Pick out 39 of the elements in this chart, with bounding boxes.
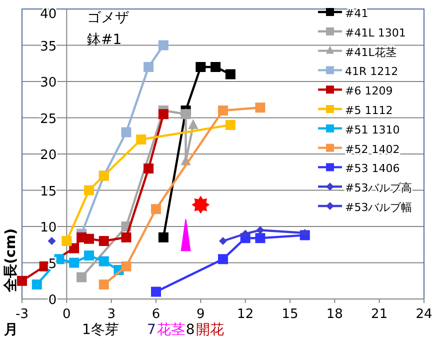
y-tick-label: 20 (40, 148, 57, 163)
x-tick-label: 24 (416, 307, 432, 322)
x-tick-label: 15 (282, 307, 298, 322)
legend-label: #41 (345, 7, 368, 20)
y-tick-label: 0 (48, 293, 57, 308)
text: 7 (147, 322, 156, 338)
x-tick-label: 12 (237, 307, 254, 322)
y-axis-title: 全長(cm) (3, 228, 19, 293)
y-tick-label: 25 (40, 112, 57, 127)
legend-label: #53バルブ高 (345, 182, 412, 195)
legend-label: #53バルブ幅 (345, 201, 412, 214)
y-tick-label: 35 (40, 39, 57, 54)
x-tick-label: 18 (326, 307, 343, 322)
legend-label: #5 1112 (345, 104, 393, 117)
legend-label: 41R 1212 (345, 65, 398, 78)
x-tick-label: 0 (62, 307, 71, 322)
annotation: 鉢#1 (87, 32, 122, 48)
x-tick-label: -3 (16, 307, 28, 322)
legend-label: #41L 1301 (345, 26, 406, 40)
text: 開花 (196, 322, 224, 338)
text: 花茎 (156, 322, 185, 338)
legend-label: #6 1209 (345, 84, 393, 98)
legend-label: #53 1406 (345, 162, 400, 176)
text: 1冬芽 (82, 322, 119, 338)
x-axis-title: 月 (3, 322, 18, 338)
y-tick-label: 5 (48, 256, 57, 272)
legend-label: #52 1402 (345, 142, 400, 156)
text: 8 (186, 322, 195, 338)
legend-label: #41L花茎 (345, 46, 396, 59)
x-tick-label: 6 (152, 307, 160, 322)
x-tick-label: 9 (196, 307, 205, 322)
y-tick-label: 40 (40, 7, 57, 22)
annotation: ゴメザ (87, 10, 129, 26)
y-tick-label: 15 (40, 184, 57, 200)
x-tick-label: 3 (107, 307, 116, 322)
y-tick-label: 10 (40, 220, 57, 236)
x-tick-label: 21 (371, 307, 388, 322)
y-tick-label: 30 (40, 76, 57, 90)
legend-label: #51 1310 (345, 123, 400, 136)
